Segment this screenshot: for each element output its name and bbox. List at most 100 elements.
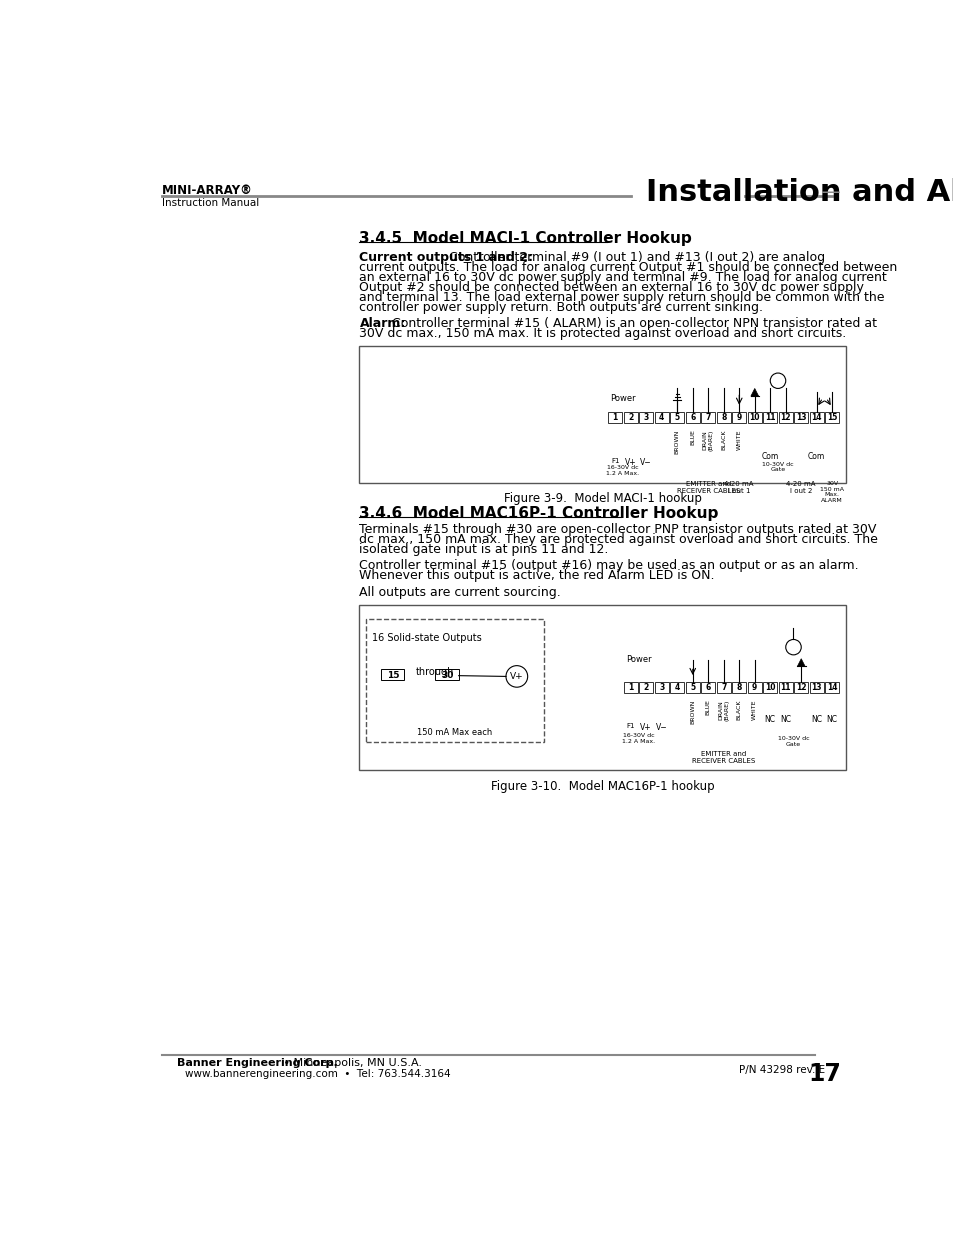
Text: 4-20 mA
I out 1: 4-20 mA I out 1 xyxy=(723,480,753,494)
Text: 2: 2 xyxy=(627,412,633,422)
Bar xyxy=(794,682,807,693)
Bar xyxy=(732,682,745,693)
Text: 16 Solid-state Outputs: 16 Solid-state Outputs xyxy=(372,632,481,642)
Text: 17: 17 xyxy=(807,1062,840,1087)
Text: BLUE: BLUE xyxy=(705,699,710,715)
Text: 6: 6 xyxy=(689,412,695,422)
Text: 3.4.5  Model MACI-1 Controller Hookup: 3.4.5 Model MACI-1 Controller Hookup xyxy=(359,231,692,246)
Bar xyxy=(824,411,839,424)
Text: BROWN: BROWN xyxy=(690,699,695,724)
Text: Installation and Alignment: Installation and Alignment xyxy=(645,178,953,207)
Text: 8: 8 xyxy=(720,412,725,422)
Bar xyxy=(654,411,668,424)
Bar xyxy=(716,411,730,424)
Text: BROWN: BROWN xyxy=(674,430,679,453)
Text: V+: V+ xyxy=(510,672,523,680)
Bar xyxy=(435,668,458,679)
Text: 4-20 mA
I out 2: 4-20 mA I out 2 xyxy=(785,480,815,494)
Text: through: through xyxy=(416,667,454,677)
Bar xyxy=(623,411,637,424)
Text: NC: NC xyxy=(780,715,790,724)
Text: 3: 3 xyxy=(659,683,663,692)
Text: Controller terminal #9 (I out 1) and #13 (I out 2) are analog: Controller terminal #9 (I out 1) and #13… xyxy=(444,251,824,263)
Bar xyxy=(654,682,668,693)
Text: MINI-ARRAY®: MINI-ARRAY® xyxy=(162,184,253,196)
Bar xyxy=(700,682,715,693)
Text: 15: 15 xyxy=(386,671,398,680)
Text: WHITE: WHITE xyxy=(736,430,741,450)
Text: current outputs. The load for analog current Output #1 should be connected betwe: current outputs. The load for analog cur… xyxy=(359,261,897,274)
Bar xyxy=(747,411,760,424)
Bar xyxy=(716,682,730,693)
Text: 1: 1 xyxy=(627,683,633,692)
Bar xyxy=(762,411,777,424)
Text: www.bannerengineering.com  •  Tel: 763.544.3164: www.bannerengineering.com • Tel: 763.544… xyxy=(185,1070,450,1079)
Bar xyxy=(809,411,822,424)
Bar xyxy=(778,411,792,424)
Text: • Minneapolis, MN U.S.A.: • Minneapolis, MN U.S.A. xyxy=(280,1058,422,1068)
Text: and terminal 13. The load external power supply return should be common with the: and terminal 13. The load external power… xyxy=(359,290,884,304)
Text: V+: V+ xyxy=(624,458,636,467)
Bar xyxy=(639,682,653,693)
Text: 150 mA Max each: 150 mA Max each xyxy=(416,727,492,737)
Text: Alarm:: Alarm: xyxy=(359,317,405,330)
Text: 7: 7 xyxy=(720,683,725,692)
Text: 13: 13 xyxy=(811,683,821,692)
Text: 9: 9 xyxy=(736,412,741,422)
Text: V−: V− xyxy=(639,458,652,467)
Text: Current outputs 1 and 2:: Current outputs 1 and 2: xyxy=(359,251,533,263)
Bar xyxy=(762,682,777,693)
Text: Banner Engineering Corp.: Banner Engineering Corp. xyxy=(177,1058,337,1068)
Text: —: — xyxy=(820,183,840,203)
Bar xyxy=(685,411,699,424)
Text: Figure 3-9.  Model MACI-1 hookup: Figure 3-9. Model MACI-1 hookup xyxy=(503,493,701,505)
Bar xyxy=(670,682,683,693)
Text: 30V dc max., 150 mA max. It is protected against overload and short circuits.: 30V dc max., 150 mA max. It is protected… xyxy=(359,327,846,340)
Bar xyxy=(794,411,807,424)
Text: 30V
150 mA
Max.
ALARM: 30V 150 mA Max. ALARM xyxy=(820,480,843,503)
Bar xyxy=(608,411,621,424)
Text: WHITE: WHITE xyxy=(752,699,757,720)
Polygon shape xyxy=(750,389,758,396)
Text: isolated gate input is at pins 11 and 12.: isolated gate input is at pins 11 and 12… xyxy=(359,543,608,556)
Text: V−: V− xyxy=(656,722,667,731)
Text: BLACK: BLACK xyxy=(736,699,741,720)
Text: 15: 15 xyxy=(826,412,837,422)
Text: F1: F1 xyxy=(610,458,618,463)
Bar xyxy=(623,682,637,693)
Text: 10: 10 xyxy=(764,683,775,692)
Bar xyxy=(809,682,822,693)
Text: 9: 9 xyxy=(751,683,757,692)
Text: Figure 3-10.  Model MAC16P-1 hookup: Figure 3-10. Model MAC16P-1 hookup xyxy=(491,779,714,793)
Text: 3: 3 xyxy=(643,412,648,422)
Text: 10-30V dc
Gate: 10-30V dc Gate xyxy=(777,736,808,746)
Text: DRAIN
(BARE): DRAIN (BARE) xyxy=(718,699,728,721)
Text: 5: 5 xyxy=(674,412,679,422)
Text: controller power supply return. Both outputs are current sinking.: controller power supply return. Both out… xyxy=(359,300,762,314)
Text: 2: 2 xyxy=(643,683,648,692)
Text: 8: 8 xyxy=(736,683,741,692)
Text: 12: 12 xyxy=(780,412,790,422)
Text: Controller terminal #15 ( ALARM) is an open-collector NPN transistor rated at: Controller terminal #15 ( ALARM) is an o… xyxy=(388,317,876,330)
Text: 5: 5 xyxy=(689,683,695,692)
Text: 10: 10 xyxy=(749,412,760,422)
Text: 11: 11 xyxy=(764,412,775,422)
Text: Controller terminal #15 (output #16) may be used as an output or as an alarm.: Controller terminal #15 (output #16) may… xyxy=(359,559,859,572)
Text: 6: 6 xyxy=(705,683,710,692)
Text: 13: 13 xyxy=(795,412,805,422)
Text: 1: 1 xyxy=(612,412,618,422)
Text: 14: 14 xyxy=(826,683,837,692)
Text: Com: Com xyxy=(760,452,778,462)
Text: NC: NC xyxy=(826,715,837,724)
Text: 4: 4 xyxy=(674,683,679,692)
Text: Power: Power xyxy=(625,655,651,664)
Text: P/N 43298 rev. E: P/N 43298 rev. E xyxy=(739,1065,824,1074)
Text: BLACK: BLACK xyxy=(720,430,725,450)
Polygon shape xyxy=(797,658,804,667)
Text: Power: Power xyxy=(610,394,635,403)
Text: Terminals #15 through #30 are open-collector PNP transistor outputs rated at 30V: Terminals #15 through #30 are open-colle… xyxy=(359,524,876,536)
Text: NC: NC xyxy=(810,715,821,724)
Text: 7: 7 xyxy=(705,412,710,422)
Text: 4: 4 xyxy=(659,412,663,422)
Text: Instruction Manual: Instruction Manual xyxy=(162,199,259,209)
